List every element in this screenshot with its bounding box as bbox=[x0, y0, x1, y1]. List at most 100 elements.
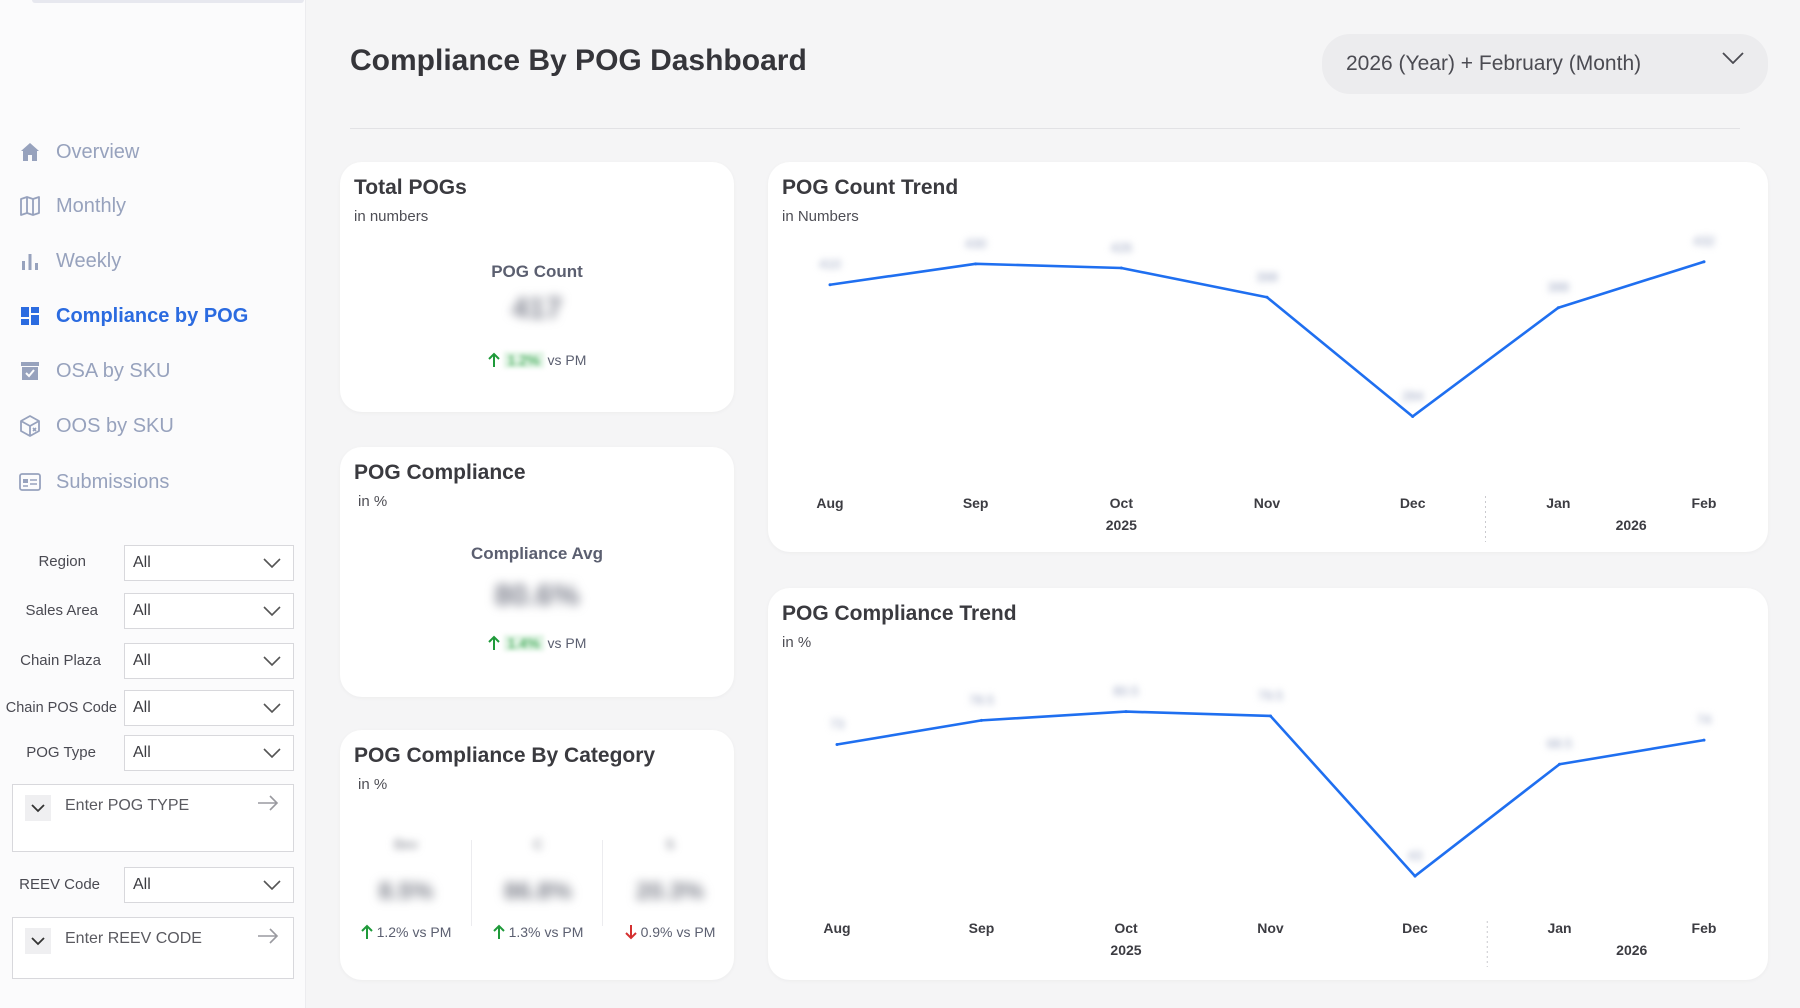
delta-value: 1.4% bbox=[503, 635, 544, 651]
card-title: POG Count Trend bbox=[782, 176, 959, 199]
sidebar-item-label: Overview bbox=[56, 140, 140, 163]
sidebar-item-oos-by-sku[interactable]: OOS by SKU bbox=[16, 406, 174, 446]
kpi-delta: 1.4% vs PM bbox=[340, 635, 734, 651]
x-tick-label: Sep bbox=[963, 495, 989, 511]
year-label: 2025 bbox=[1110, 942, 1141, 958]
data-label: 73 bbox=[830, 716, 844, 731]
year-label: 2025 bbox=[1106, 517, 1137, 533]
card-title: Total POGs bbox=[354, 176, 467, 199]
data-label: 80.5 bbox=[1113, 684, 1138, 699]
sidebar: Overview Monthly Weekly Compliance by PO… bbox=[0, 0, 306, 1008]
filter-label-region: Region bbox=[38, 553, 86, 570]
data-label: 398 bbox=[1256, 269, 1278, 284]
delta-value: 1.3% bbox=[508, 924, 541, 940]
chain-plaza-select[interactable]: All bbox=[124, 643, 294, 679]
pog-compliance-card: POG Compliance in % Compliance Avg 80.6%… bbox=[340, 447, 734, 697]
category-item: C 86.8% 1.3% vs PM bbox=[472, 818, 604, 1008]
category-delta: 1.2% vs PM bbox=[340, 924, 472, 940]
series-line bbox=[829, 260, 1705, 418]
chevron-down-icon bbox=[263, 880, 281, 890]
total-pogs-card: Total POGs in numbers POG Count 417 1.2%… bbox=[340, 162, 734, 412]
pog-type-search-input[interactable]: Enter POG TYPE bbox=[65, 797, 190, 814]
chevron-down-icon[interactable] bbox=[25, 795, 51, 821]
form-icon bbox=[16, 468, 44, 496]
data-point bbox=[1269, 714, 1272, 718]
map-icon bbox=[16, 192, 44, 220]
sidebar-item-label: Submissions bbox=[56, 470, 170, 493]
select-value: All bbox=[133, 554, 151, 571]
kpi-label: Compliance Avg bbox=[471, 544, 603, 563]
data-point bbox=[1702, 738, 1706, 742]
card-title: POG Compliance bbox=[354, 461, 526, 484]
card-subtitle: in % bbox=[782, 634, 812, 651]
delta-vs: vs PM bbox=[676, 924, 716, 940]
card-subtitle: in Numbers bbox=[782, 208, 859, 225]
pog-count-line-chart: 410 430 426 398 284 388 432 Aug Sep Oct Nov Dec Jan F… bbox=[816, 234, 1716, 542]
pog-compliance-trend-card: POG Compliance Trend in % 73 78.5 80.5 79.5… bbox=[768, 588, 1768, 980]
category-value: 86.8% bbox=[503, 878, 573, 905]
delta-vs: vs PM bbox=[547, 352, 587, 368]
chevron-down-icon[interactable] bbox=[25, 928, 51, 954]
kpi-label: POG Count bbox=[491, 262, 583, 281]
arrow-right-icon[interactable] bbox=[257, 795, 279, 816]
category-name: S bbox=[665, 836, 675, 852]
reev-code-search[interactable]: Enter REEV CODE bbox=[12, 917, 294, 979]
x-tick-label: Sep bbox=[969, 920, 995, 936]
sidebar-item-monthly[interactable]: Monthly bbox=[16, 186, 126, 226]
reev-code-search-input[interactable]: Enter REEV CODE bbox=[65, 930, 202, 947]
card-title: POG Compliance By Category bbox=[354, 744, 656, 767]
chevron-down-icon bbox=[263, 656, 281, 666]
delta-vs: vs PM bbox=[547, 635, 587, 651]
data-point bbox=[980, 718, 983, 722]
filter-label-chain-pos-code: Chain POS Code bbox=[5, 700, 117, 716]
data-point bbox=[1124, 710, 1128, 714]
reev-code-select[interactable]: All bbox=[124, 867, 294, 903]
filter-label-sales-area: Sales Area bbox=[25, 602, 98, 619]
sidebar-item-submissions[interactable]: Submissions bbox=[16, 462, 169, 502]
category-name: Bev bbox=[393, 836, 419, 852]
data-label: 430 bbox=[965, 236, 987, 251]
sidebar-item-weekly[interactable]: Weekly bbox=[16, 241, 121, 281]
chevron-down-icon bbox=[263, 606, 281, 616]
data-label: 410 bbox=[819, 257, 841, 272]
sidebar-item-compliance-by-pog[interactable]: Compliance by POG bbox=[16, 296, 248, 336]
data-point bbox=[1556, 306, 1560, 310]
sidebar-item-osa-by-sku[interactable]: OSA by SKU bbox=[16, 351, 171, 391]
sidebar-item-label: OSA by SKU bbox=[56, 359, 171, 382]
chevron-down-icon bbox=[263, 703, 281, 713]
x-tick-label: Aug bbox=[816, 495, 843, 511]
bar-chart-icon bbox=[16, 247, 44, 275]
data-point bbox=[1702, 260, 1706, 264]
box-icon bbox=[16, 412, 44, 440]
home-icon bbox=[16, 138, 44, 166]
sidebar-item-overview[interactable]: Overview bbox=[16, 132, 139, 172]
dashboard-icon bbox=[16, 302, 44, 330]
kpi-value: 80.6% bbox=[494, 579, 580, 612]
category-item: S 20.3% 0.9% vs PM bbox=[604, 818, 736, 1008]
card-subtitle: in % bbox=[358, 493, 388, 510]
data-point bbox=[1413, 874, 1417, 878]
data-label: 432 bbox=[1693, 234, 1715, 249]
year-label: 2026 bbox=[1616, 942, 1647, 958]
period-value: 2026 (Year) + February (Month) bbox=[1346, 52, 1642, 75]
data-label: 79.5 bbox=[1258, 688, 1283, 703]
delta-value: 1.2% bbox=[503, 352, 544, 368]
pog-type-search[interactable]: Enter POG TYPE bbox=[12, 784, 294, 852]
data-label: 78.5 bbox=[969, 692, 994, 707]
select-value: All bbox=[133, 699, 151, 716]
x-tick-label: Oct bbox=[1114, 920, 1138, 936]
sales-area-select[interactable]: All bbox=[124, 593, 294, 629]
select-value: All bbox=[133, 876, 151, 893]
chain-pos-code-select[interactable]: All bbox=[124, 690, 294, 726]
data-point bbox=[1119, 266, 1123, 270]
chevron-down-icon bbox=[263, 748, 281, 758]
period-selector[interactable]: 2026 (Year) + February (Month) bbox=[1322, 34, 1768, 94]
select-value: All bbox=[133, 744, 151, 761]
region-select[interactable]: All bbox=[124, 545, 294, 581]
pog-type-select[interactable]: All bbox=[124, 735, 294, 771]
x-tick-label: Dec bbox=[1400, 495, 1426, 511]
select-value: All bbox=[133, 652, 151, 669]
arrow-right-icon[interactable] bbox=[257, 928, 279, 949]
column-divider bbox=[602, 840, 603, 926]
data-point bbox=[835, 742, 839, 746]
